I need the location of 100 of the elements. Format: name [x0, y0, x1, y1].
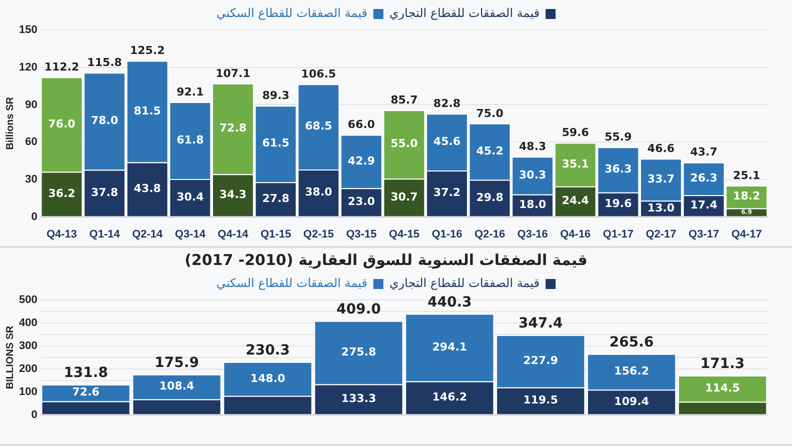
total-label: 125.2 — [130, 44, 165, 58]
x-tick-label: Q1-17 — [602, 228, 634, 240]
x-tick-label: Q3-17 — [688, 228, 720, 240]
data-label: 29.8 — [476, 190, 504, 204]
x-tick-label: Q4-17 — [731, 228, 762, 240]
data-label: 146.2 — [432, 390, 468, 404]
data-label: 42.9 — [348, 154, 375, 168]
x-tick-label: Q3-16 — [517, 228, 548, 240]
y-tick-label: 0 — [31, 408, 38, 421]
total-label: 265.6 — [609, 334, 654, 350]
data-label: 24.4 — [562, 194, 590, 208]
total-label: 175.9 — [154, 355, 199, 372]
total-label: 131.8 — [64, 365, 108, 382]
data-label: 35.1 — [562, 157, 589, 170]
total-label: 440.3 — [428, 294, 472, 310]
total-label: 25.1 — [733, 168, 760, 182]
total-label: 55.9 — [604, 130, 632, 144]
chart-title: قيمة الصفقات السنوية للسوق العقارية (2010- 2017) — [184, 250, 588, 269]
data-label: 72.6 — [72, 386, 100, 399]
data-label: 38.0 — [305, 186, 332, 199]
total-label: 171.3 — [700, 356, 745, 372]
data-label: 13.0 — [647, 201, 675, 214]
data-label: 78.0 — [90, 114, 118, 128]
y-tick-label: 0 — [31, 210, 38, 223]
data-label: 34.3 — [219, 188, 247, 202]
total-label: 85.7 — [390, 93, 418, 106]
data-label: 27.8 — [262, 192, 290, 206]
total-label: 75.0 — [476, 106, 504, 120]
data-label: 61.5 — [262, 136, 290, 150]
y-tick-label: 150 — [18, 24, 38, 36]
total-label: 107.1 — [216, 66, 250, 80]
data-label: 17.4 — [690, 198, 718, 212]
data-label: 23.0 — [348, 195, 376, 208]
data-label: 148.0 — [250, 372, 286, 385]
data-label: 294.1 — [432, 340, 468, 354]
data-label: 37.8 — [90, 186, 118, 199]
y-tick-label: 30 — [25, 173, 38, 186]
x-tick-label: Q4-13 — [46, 228, 78, 240]
data-label: 36.2 — [48, 186, 76, 200]
data-label: 30.7 — [390, 190, 418, 204]
data-label: 30.3 — [519, 168, 546, 182]
data-label: 55.0 — [390, 137, 418, 150]
y-tick-label: 300 — [18, 340, 38, 352]
data-label: 227.9 — [523, 354, 558, 368]
x-tick-label: Q4-16 — [560, 228, 591, 240]
x-tick-label: Q4-14 — [218, 228, 250, 240]
data-label: 133.3 — [341, 392, 376, 406]
total-label: 59.6 — [562, 126, 590, 140]
x-tick-label: Q1-14 — [89, 228, 121, 240]
data-label: 37.2 — [433, 186, 461, 200]
data-label: 156.2 — [614, 364, 649, 378]
total-label: 230.3 — [246, 342, 290, 359]
total-label: 106.5 — [301, 68, 336, 81]
y-tick-label: 120 — [18, 61, 38, 74]
x-tick-label: Q2-17 — [646, 228, 676, 240]
data-label: 36.3 — [604, 162, 632, 176]
data-label: 76.0 — [48, 117, 76, 130]
y-axis-title: Billions SR — [4, 96, 16, 150]
data-label: 72.8 — [219, 122, 247, 135]
data-label: 45.6 — [433, 134, 461, 148]
data-label: 114.5 — [705, 381, 740, 394]
total-label: 409.0 — [336, 302, 382, 318]
total-label: 43.7 — [690, 146, 718, 159]
data-label: 45.2 — [476, 144, 504, 158]
y-tick-label: 60 — [25, 136, 38, 148]
data-label: 119.5 — [523, 394, 558, 407]
data-label: 26.3 — [690, 172, 718, 185]
data-label: 18.0 — [519, 198, 546, 212]
x-tick-label: Q1-16 — [432, 228, 462, 240]
legend-label: قيمة الصفقات للقطاع السكني — [216, 6, 368, 20]
data-label: 68.5 — [305, 120, 332, 133]
data-label: 61.8 — [176, 133, 204, 146]
total-label: 48.3 — [519, 140, 546, 154]
data-label: 81.5 — [134, 104, 161, 118]
total-label: 66.0 — [348, 118, 376, 132]
y-tick-label: 200 — [18, 362, 38, 375]
y-tick-label: 100 — [18, 386, 38, 398]
x-tick-label: Q3-15 — [346, 228, 377, 240]
y-tick-label: 500 — [18, 294, 38, 306]
x-tick-label: Q3-14 — [174, 228, 206, 240]
total-label: 82.8 — [433, 97, 461, 110]
x-tick-label: Q2-16 — [474, 228, 506, 240]
data-label: 30.4 — [176, 190, 204, 204]
data-label: 43.8 — [134, 182, 161, 196]
total-label: 46.6 — [647, 142, 675, 155]
data-label: 275.8 — [341, 345, 376, 358]
total-label: 92.1 — [176, 85, 204, 98]
x-tick-label: Q2-14 — [132, 228, 164, 240]
x-tick-label: Q1-15 — [260, 228, 292, 240]
data-label: 33.7 — [647, 172, 675, 186]
x-tick-label: Q2-15 — [303, 228, 334, 240]
data-label: 18.2 — [733, 190, 760, 203]
legend-label: قيمة الصفقات للقطاع السكني — [216, 276, 368, 290]
total-label: 112.2 — [44, 60, 80, 74]
legend-label: قيمة الصفقات للقطاع التجاري — [389, 6, 540, 20]
x-tick-label: Q4-15 — [388, 228, 420, 240]
y-axis-title: BILLIONS SR — [4, 324, 16, 390]
data-label: 108.4 — [159, 380, 195, 393]
total-label: 115.8 — [87, 56, 122, 69]
legend-label: قيمة الصفقات للقطاع التجاري — [389, 276, 540, 290]
